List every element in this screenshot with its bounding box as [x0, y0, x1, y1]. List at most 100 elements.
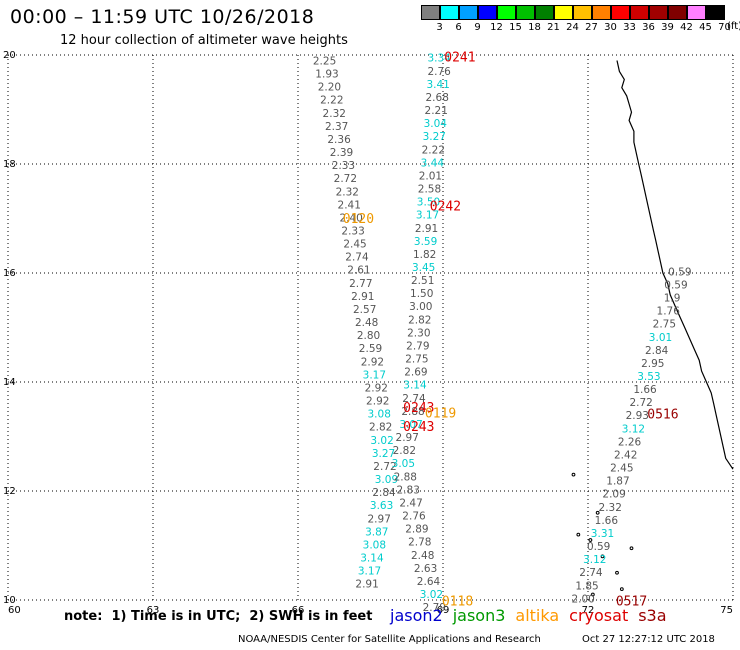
axis-ticks: 10 12 14 16 18 20 60 63 66 69 72 75 — [3, 50, 733, 616]
wave-height-point: 2.41 — [338, 199, 361, 211]
lat-tick-label: 20 — [3, 50, 16, 61]
wave-height-point: 2.32 — [599, 502, 622, 514]
map-grid — [7, 54, 734, 601]
satellite-cryosat: cryosat — [569, 606, 629, 625]
pass-time-label: 0516 — [647, 408, 678, 423]
legend-swatch — [630, 5, 649, 20]
wave-height-point: 3.41 — [426, 79, 449, 91]
island-marker — [629, 546, 634, 551]
legend-swatch — [649, 5, 668, 20]
wave-height-point: 2.32 — [336, 186, 359, 198]
legend-label: 33 — [623, 22, 636, 33]
legend-swatch — [611, 5, 630, 20]
wave-height-point: 2.69 — [404, 367, 427, 379]
wave-height-point: 2.76 — [427, 66, 451, 78]
wave-height-point: 3.17 — [363, 369, 386, 381]
wave-height-point: 3.12 — [583, 554, 606, 566]
wave-height-point: 3.27 — [372, 448, 395, 460]
wave-height-point: 2.26 — [618, 436, 642, 448]
legend-swatch — [554, 5, 573, 20]
wave-height-point: 2.74 — [402, 393, 426, 405]
wave-height-point: 2.84 — [372, 487, 396, 499]
legend-unit: (ft) — [727, 21, 740, 32]
island-marker — [595, 510, 600, 515]
wave-height-point: 3.02 — [420, 589, 443, 601]
satellite-legend: jason2 jason3 altika cryosat s3a — [390, 606, 677, 625]
wave-height-point: 3.34 — [427, 53, 451, 65]
legend-label: 18 — [528, 22, 541, 33]
satellite-jason2: jason2 — [390, 606, 443, 625]
lat-tick-label: 14 — [3, 377, 16, 388]
wave-height-point: 2.92 — [361, 356, 384, 368]
legend-label: 21 — [547, 22, 560, 33]
wave-height-point: 2.20 — [318, 82, 341, 94]
wave-height-point: 1.66 — [633, 384, 657, 396]
wave-height-point: 2.42 — [614, 449, 637, 461]
legend-label: 27 — [585, 22, 598, 33]
pass-time-label: 0120 — [343, 212, 374, 227]
wave-height-point: 2.97 — [396, 432, 419, 444]
wave-height-point: 2.68 — [426, 92, 449, 104]
wave-height-point: 2.57 — [353, 304, 376, 316]
wave-height-point: 2.59 — [359, 343, 382, 355]
pass-time-label: 0517 — [616, 595, 647, 610]
wave-height-point: 2.89 — [405, 524, 428, 536]
wave-height-point: 2.93 — [626, 410, 649, 422]
wave-height-point: 2.22 — [422, 144, 445, 156]
wave-height-point: 2.82 — [369, 422, 392, 434]
wave-height-point: 2.63 — [414, 563, 437, 575]
india-coastline — [616, 60, 734, 470]
wave-height-point: 2.37 — [325, 121, 348, 133]
wave-height-point: 2.75 — [653, 319, 676, 331]
wave-height-point: 3.00 — [409, 301, 432, 313]
legend-swatch — [687, 5, 706, 20]
island-marker — [590, 592, 595, 597]
legend-swatch — [592, 5, 611, 20]
wave-height-point: 3.44 — [421, 157, 445, 169]
wave-height-point: 1.66 — [595, 515, 619, 527]
wave-height-point: 2.88 — [401, 406, 424, 418]
satellite-jason3: jason3 — [452, 606, 506, 625]
wave-height-point: 0.59 — [587, 541, 610, 553]
pass-time-label: 0242 — [430, 200, 461, 215]
lon-tick-label: 63 — [147, 605, 160, 616]
wave-height-point: 2.45 — [610, 463, 633, 475]
wave-height-point: 2.84 — [645, 345, 669, 357]
legend-label: 6 — [455, 22, 462, 33]
legend-label: 36 — [642, 22, 655, 33]
lat-tick-label: 10 — [3, 595, 16, 606]
wave-height-point: 2.82 — [393, 445, 416, 457]
wave-height-point: 2.91 — [355, 579, 378, 591]
wave-height-point: 2.58 — [418, 184, 441, 196]
wave-height-point: 3.63 — [370, 500, 393, 512]
wave-height-point: 3.08 — [363, 539, 386, 551]
wave-height-point: 3.14 — [360, 552, 384, 564]
wave-height-point: 2.79 — [406, 340, 429, 352]
legend-swatch — [421, 5, 440, 20]
wave-height-point: 3.08 — [368, 409, 391, 421]
wave-height-point: 1.93 — [315, 69, 338, 81]
legend-swatch — [573, 5, 592, 20]
island-marker — [600, 554, 605, 559]
legend-swatch — [516, 5, 535, 20]
wave-height-point: 2.33 — [341, 225, 364, 237]
lon-tick-label: 75 — [720, 605, 733, 616]
wave-height-point: 2.22 — [320, 95, 343, 107]
wave-height-point: 3.07 — [399, 419, 422, 431]
legend-swatch — [668, 5, 687, 20]
lat-tick-label: 12 — [3, 486, 16, 497]
wave-height-point: 3.17 — [416, 210, 439, 222]
wave-height-point: 2.72 — [334, 173, 357, 185]
wave-height-point: 2.36 — [327, 134, 351, 146]
wave-height-point: 2.61 — [347, 265, 370, 277]
wave-height-point: 2.48 — [355, 317, 378, 329]
wave-height-point: 3.87 — [365, 526, 388, 538]
wave-height-point: 1.9 — [664, 293, 681, 305]
satellite-altika: altika — [515, 606, 560, 625]
pass-time-label: 0243 — [403, 420, 434, 435]
legend-label: 70 — [718, 22, 731, 33]
wave-height-point: 2.30 — [407, 327, 430, 339]
wave-height-point: 2.64 — [417, 576, 441, 588]
wave-height-point: 2.33 — [332, 160, 355, 172]
